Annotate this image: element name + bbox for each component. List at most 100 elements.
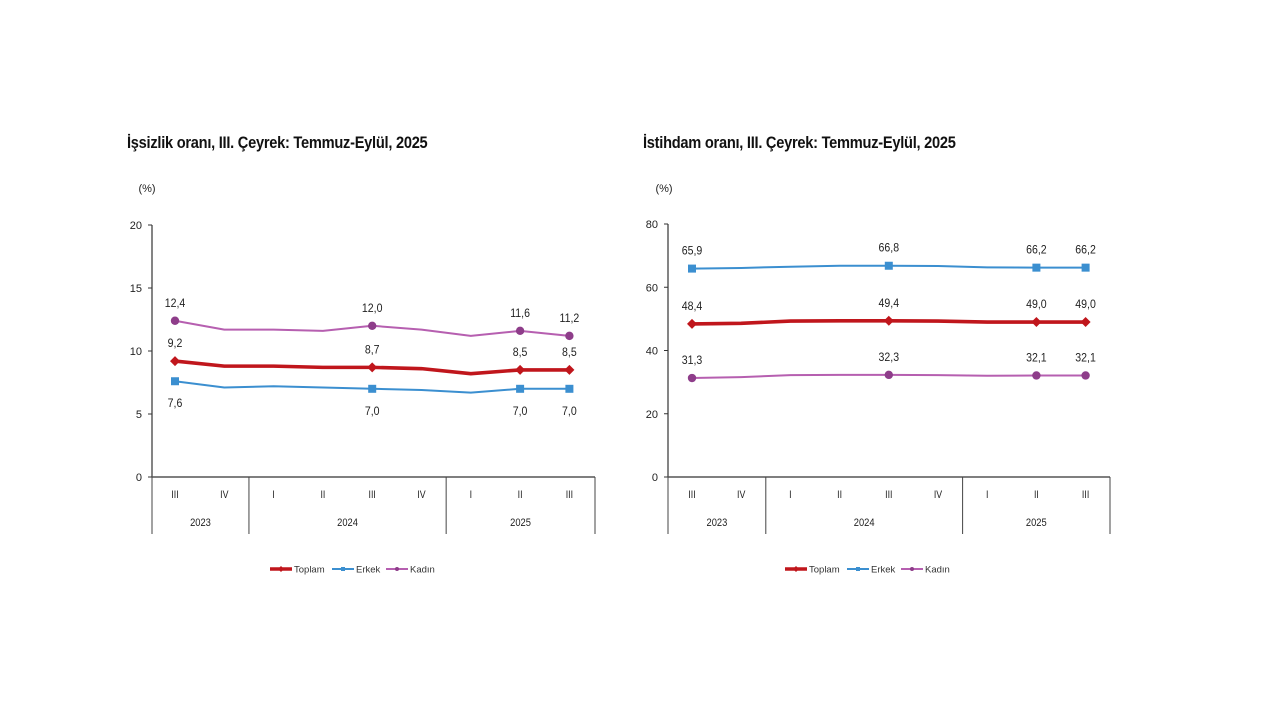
data-point <box>368 384 377 393</box>
x-tick-label: II <box>1034 489 1039 501</box>
legend-item-erkek: Erkek <box>332 565 381 576</box>
y-tick-label: 20 <box>646 409 658 421</box>
data-label: 49,0 <box>1026 298 1047 311</box>
data-point <box>1031 317 1042 328</box>
legend-marker <box>856 567 860 571</box>
x-tick-label: IV <box>934 489 943 501</box>
data-label: 32,1 <box>1075 352 1096 365</box>
x-tick-label: I <box>470 489 472 501</box>
legend-marker <box>910 567 914 571</box>
data-label: 66,2 <box>1026 244 1047 257</box>
data-point <box>1081 263 1090 272</box>
data-label: 11,2 <box>560 312 580 325</box>
x-year-label: 2023 <box>190 517 211 529</box>
data-point <box>171 377 179 386</box>
legend-label: Erkek <box>871 565 896 576</box>
legend-marker <box>395 567 399 571</box>
data-label: 66,2 <box>1075 244 1096 257</box>
data-label: 32,1 <box>1026 352 1047 365</box>
data-point <box>515 364 526 375</box>
x-tick-label: III <box>171 489 178 501</box>
y-tick-label: 0 <box>136 472 142 484</box>
x-tick-label: III <box>566 489 573 501</box>
employment-chart: İstihdam oranı, III. Çeyrek: Temmuz-Eylü… <box>640 0 1280 720</box>
legend-item-toplam: Toplam <box>785 565 840 576</box>
data-point <box>1032 371 1041 380</box>
x-tick-label: IV <box>737 489 746 501</box>
data-label: 49,0 <box>1075 298 1096 311</box>
x-tick-label: I <box>789 489 791 501</box>
y-axis-unit-label: (%) <box>138 183 155 195</box>
chart-title: İşsizlik oranı, III. Çeyrek: Temmuz-Eylü… <box>127 133 428 152</box>
data-point <box>170 316 180 325</box>
legend-item-toplam: Toplam <box>270 565 325 576</box>
data-label: 31,3 <box>682 354 703 367</box>
data-point <box>884 370 893 380</box>
chart-title: İstihdam oranı, III. Çeyrek: Temmuz-Eylü… <box>643 133 956 152</box>
unemployment-chart: İşsizlik oranı, III. Çeyrek: Temmuz-Eylü… <box>127 133 596 576</box>
x-tick-label: III <box>1082 489 1089 501</box>
data-point <box>516 384 525 393</box>
x-tick-label: III <box>885 489 892 501</box>
y-tick-label: 80 <box>646 219 658 231</box>
x-tick-label: I <box>272 489 274 501</box>
data-point <box>564 364 575 375</box>
data-label: 7,0 <box>513 405 528 418</box>
data-point <box>515 326 525 336</box>
data-point <box>368 321 377 330</box>
legend-label: Toplam <box>294 565 325 576</box>
x-year-label: 2024 <box>854 517 875 529</box>
data-label: 48,4 <box>682 300 703 313</box>
y-tick-label: 10 <box>130 346 142 358</box>
data-point <box>688 264 696 273</box>
data-label: 8,7 <box>365 344 380 357</box>
legend-label: Kadın <box>925 565 950 576</box>
data-label: 7,0 <box>365 405 380 418</box>
y-tick-label: 15 <box>130 283 142 295</box>
x-year-label: 2025 <box>510 517 531 529</box>
data-point <box>367 362 378 373</box>
x-tick-label: II <box>518 489 523 501</box>
data-label: 32,3 <box>879 351 900 364</box>
x-tick-label: II <box>837 489 842 501</box>
y-tick-label: 0 <box>652 472 658 484</box>
legend-marker <box>793 566 799 572</box>
data-point <box>1032 263 1041 272</box>
data-point <box>687 373 697 383</box>
y-tick-label: 5 <box>136 409 142 421</box>
x-tick-label: IV <box>417 489 426 501</box>
data-label: 8,5 <box>562 346 577 359</box>
data-label: 7,6 <box>168 398 183 411</box>
x-year-label: 2025 <box>1026 517 1047 529</box>
data-point <box>565 384 574 393</box>
x-tick-label: III <box>369 489 376 501</box>
legend-label: Kadın <box>410 565 435 576</box>
data-label: 8,5 <box>513 346 528 359</box>
data-point <box>883 315 894 326</box>
x-year-label: 2023 <box>707 517 728 529</box>
data-label: 12,0 <box>362 302 383 315</box>
data-point <box>170 356 180 367</box>
data-point <box>884 261 893 270</box>
data-label: 7,0 <box>562 405 577 418</box>
data-point <box>687 318 697 329</box>
y-axis-unit-label: (%) <box>655 183 672 195</box>
x-year-label: 2024 <box>337 517 358 529</box>
data-label: 65,9 <box>682 245 703 258</box>
legend-marker <box>278 566 284 572</box>
legend-label: Erkek <box>356 565 381 576</box>
data-point <box>1080 317 1091 328</box>
data-label: 66,8 <box>879 242 900 255</box>
data-label: 49,4 <box>879 297 900 310</box>
data-label: 11,6 <box>510 307 530 320</box>
legend-item-kadın: Kadın <box>386 565 435 576</box>
data-point <box>565 331 574 341</box>
y-tick-label: 60 <box>646 282 658 294</box>
data-point <box>1081 371 1090 380</box>
x-tick-label: III <box>688 489 695 501</box>
y-tick-label: 40 <box>646 346 658 358</box>
x-tick-label: II <box>320 489 325 501</box>
y-tick-label: 20 <box>130 220 142 232</box>
